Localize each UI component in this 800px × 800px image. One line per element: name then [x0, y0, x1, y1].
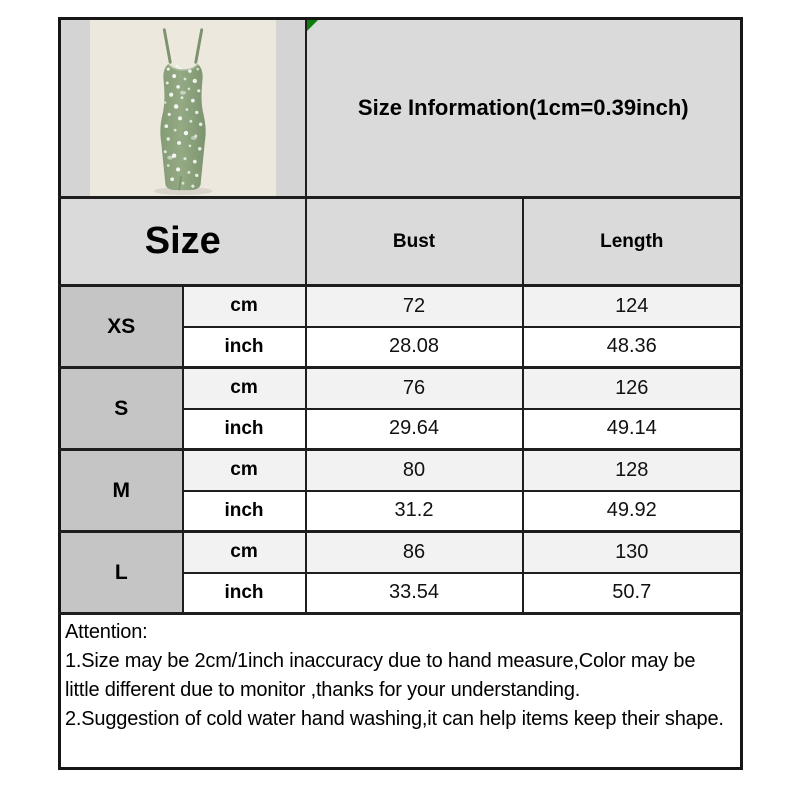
bust-value-cell: 86 [304, 530, 524, 574]
bust-value-cell: 76 [304, 366, 524, 410]
unit-label-cell: inch [181, 572, 307, 615]
length-value-cell: 126 [521, 366, 743, 410]
size-information-table: Size Information(1cm=0.39inch) Size Bust… [58, 17, 744, 770]
size-chart-container: Size Information(1cm=0.39inch) Size Bust… [58, 17, 744, 770]
unit-label-cell: inch [181, 490, 307, 533]
table-row: inch 33.54 50.7 [60, 572, 743, 615]
length-column-header: Length [521, 196, 743, 287]
unit-label-cell: inch [181, 326, 307, 369]
length-value-cell: 50.7 [521, 572, 743, 615]
size-label-xs: XS [58, 284, 184, 369]
attention-item-1-line-2: little different due to monitor ,thanks … [65, 679, 581, 701]
attention-note: Attention: 1.Size may be 2cm/1inch inacc… [58, 612, 743, 770]
length-value-cell: 48.36 [521, 326, 743, 369]
size-column-header: Size [58, 196, 307, 287]
unit-label-cell: cm [181, 366, 307, 410]
bust-value-cell: 31.2 [304, 490, 524, 533]
length-value-cell: 124 [521, 284, 743, 328]
green-corner-marker-icon [306, 20, 318, 31]
length-value-cell: 49.92 [521, 490, 743, 533]
table-row: inch 29.64 49.14 [60, 408, 743, 451]
floral-dress-graphic [153, 28, 213, 196]
bust-value-cell: 29.64 [304, 408, 524, 451]
product-photo [90, 20, 276, 196]
table-row: inch 31.2 49.92 [60, 490, 743, 533]
bust-value-cell: 33.54 [304, 572, 524, 615]
unit-label-cell: inch [181, 408, 307, 451]
attention-item-1-line-1: 1.Size may be 2cm/1inch inaccuracy due t… [65, 650, 696, 672]
table-row: XS cm 72 124 [58, 284, 743, 369]
size-label-m: M [58, 448, 184, 533]
unit-label-cell: cm [181, 284, 307, 328]
length-value-cell: 49.14 [521, 408, 743, 451]
size-label-s: S [58, 366, 184, 451]
length-value-cell: 128 [521, 448, 743, 492]
attention-item-2: 2.Suggestion of cold water hand washing,… [65, 708, 724, 730]
length-value-cell: 130 [521, 530, 743, 574]
bust-value-cell: 28.08 [304, 326, 524, 369]
size-information-title: Size Information(1cm=0.39inch) [357, 95, 689, 120]
table-row: M cm 80 128 [58, 448, 743, 533]
table-row: L cm 86 130 [58, 530, 743, 615]
bust-column-header: Bust [304, 196, 524, 287]
size-information-title-cell: Size Information(1cm=0.39inch) [304, 17, 743, 199]
attention-title: Attention: [65, 621, 148, 643]
size-label-l: L [58, 530, 184, 615]
unit-label-cell: cm [181, 448, 307, 492]
bust-value-cell: 80 [304, 448, 524, 492]
table-row: inch 28.08 48.36 [60, 326, 743, 369]
product-image-cell [58, 17, 307, 199]
unit-label-cell: cm [181, 530, 307, 574]
table-row: S cm 76 126 [58, 366, 743, 451]
bust-value-cell: 72 [304, 284, 524, 328]
